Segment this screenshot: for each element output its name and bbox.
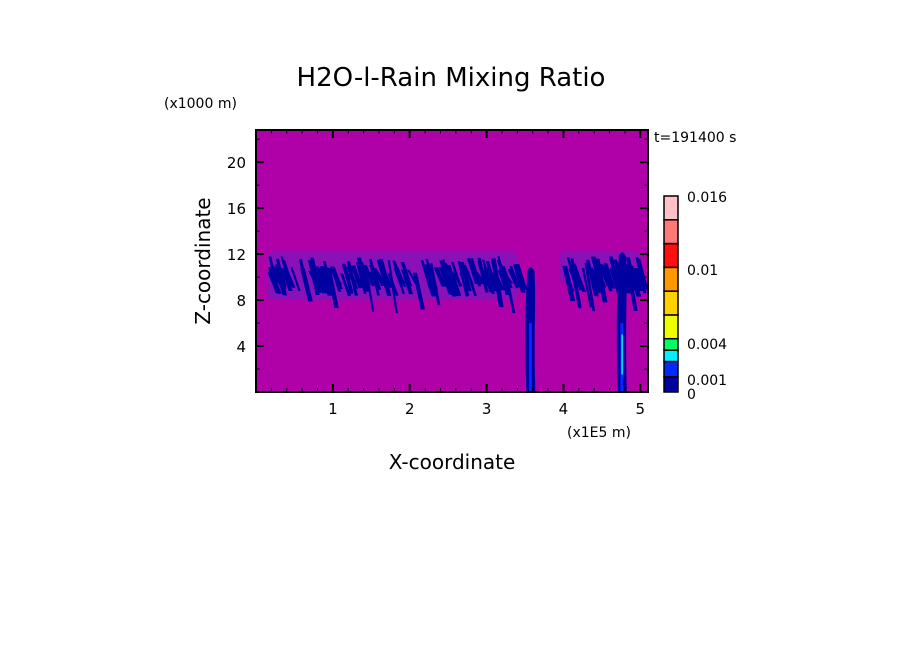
cloud-streak <box>298 259 311 296</box>
cloud-streak <box>463 264 474 285</box>
rain-column-core <box>528 323 532 392</box>
cloud-streak <box>562 265 576 302</box>
x-tick-label: 5 <box>636 400 646 418</box>
colorbar-swatch <box>663 290 679 316</box>
cloud-streak <box>477 257 489 293</box>
plot-area <box>256 130 649 392</box>
cloud-streak <box>363 265 376 287</box>
y-tick-label: 16 <box>227 200 246 218</box>
cloud-streak <box>322 261 334 295</box>
colorbar: 00.001 0.004 0.01 0.016 <box>663 190 727 403</box>
cloud-streak <box>351 268 363 285</box>
cloud-streak <box>584 263 596 312</box>
cloud-streak <box>568 268 581 288</box>
cloud-streak <box>592 270 605 288</box>
cloud-streak <box>364 264 375 313</box>
cloud-streak <box>509 266 521 288</box>
cloud-streak <box>564 269 575 292</box>
cloud-streak <box>637 259 649 290</box>
cloud-streak <box>628 265 642 297</box>
y-tick-label: 20 <box>227 154 246 172</box>
y-unit-label: (x1000 m) <box>164 96 237 112</box>
cloud-streak <box>392 260 404 287</box>
rain-column <box>616 252 627 392</box>
x-tick-label: 2 <box>405 400 415 418</box>
y-tick-label: 12 <box>227 246 246 264</box>
cloud-streak <box>507 268 519 289</box>
cloud-streak <box>270 273 282 294</box>
cloud-streak <box>633 268 646 287</box>
cloud-streak <box>497 256 508 295</box>
cloud-streak <box>451 272 463 286</box>
cloud-streak <box>274 270 287 296</box>
cloud-streak <box>483 267 496 284</box>
time-label: t=191400 s <box>654 130 736 146</box>
cloud-streak <box>331 266 343 290</box>
y-tick-label: 8 <box>236 292 246 310</box>
cloud-streak <box>275 259 287 287</box>
colorbar-swatch <box>663 219 679 245</box>
cloud-streak <box>314 266 327 294</box>
colorbar-swatch <box>663 242 679 269</box>
cloud-streak <box>387 260 398 314</box>
x-tick-label: 4 <box>559 400 569 418</box>
colorbar-label: 0.001 <box>687 373 727 389</box>
chart-title: H2O-l-Rain Mixing Ratio <box>297 63 606 93</box>
cloud-streak <box>340 273 352 297</box>
cloud-streak <box>369 264 382 290</box>
cloud-streak <box>491 272 505 291</box>
cloud-streak <box>290 267 301 292</box>
cloud-streak <box>280 256 291 286</box>
colorbar-swatch <box>663 195 679 221</box>
cloud-streak <box>625 263 638 311</box>
cloud-streak <box>601 264 613 292</box>
colorbar-swatch <box>663 266 679 292</box>
cloud-streak <box>307 260 320 295</box>
colorbar-swatch <box>663 314 679 340</box>
cloud-streak <box>581 268 593 308</box>
rain-column-peak <box>621 334 623 375</box>
cloud-streak <box>571 263 582 291</box>
cloud-streak <box>468 258 482 284</box>
x-tick-label: 3 <box>482 400 492 418</box>
cloud-streak <box>318 268 332 294</box>
y-axis-label: Z-coordinate <box>191 197 215 324</box>
cloud-streak <box>588 265 599 297</box>
cloud-streak <box>280 268 293 292</box>
x-unit-label: (x1E5 m) <box>567 425 631 441</box>
cloud-streak <box>603 263 616 289</box>
cloud-streak <box>513 264 526 293</box>
x-axis-label: X-coordinate <box>389 450 516 474</box>
cloud-streak <box>504 272 516 314</box>
y-tick-label: 4 <box>236 338 246 356</box>
colorbar-swatch <box>663 360 679 378</box>
cloud-streak <box>342 265 354 294</box>
colorbar-swatch <box>663 349 679 363</box>
cloud-streak <box>429 263 441 306</box>
cloud-streak <box>501 266 513 289</box>
cloud-streak <box>401 269 414 295</box>
cloud-streak <box>379 263 392 296</box>
colorbar-label: 0.01 <box>687 263 718 279</box>
colorbar-swatch <box>663 376 679 393</box>
cloud-streak <box>423 269 437 297</box>
cloud-streak <box>459 261 472 292</box>
cloud-streak <box>433 267 447 287</box>
cloud-streak <box>412 272 426 310</box>
colorbar-label: 0 <box>687 387 696 403</box>
plot-frame <box>255 129 649 393</box>
cloud-streak <box>356 257 370 292</box>
x-tick-label: 1 <box>328 400 338 418</box>
cloud-streak <box>459 272 470 296</box>
cloud-streak <box>396 266 407 288</box>
colorbar-label: 0.016 <box>687 190 727 206</box>
cloud-streak <box>444 270 457 297</box>
cloud-streak <box>346 261 359 296</box>
colorbar-swatch <box>663 337 679 351</box>
cloud-streak <box>356 262 367 294</box>
colorbar-label: 0.004 <box>687 337 727 353</box>
